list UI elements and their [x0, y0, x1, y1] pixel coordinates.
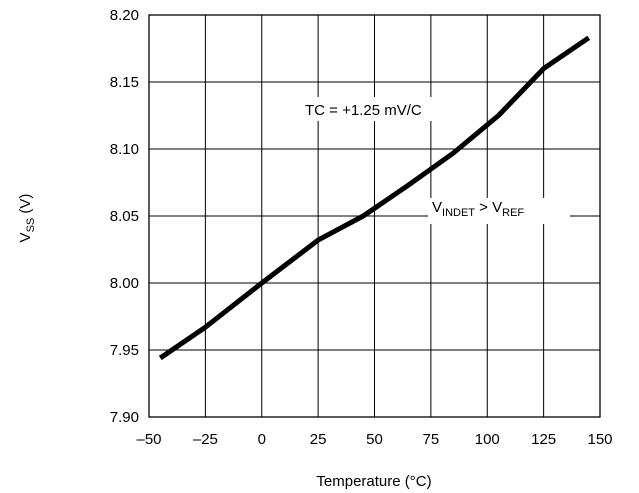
y-tick-label: 8.20 [110, 7, 139, 24]
x-tick-label: 125 [531, 431, 556, 448]
y-label-sub: SS [25, 218, 37, 233]
y-axis-ticks: 7.90 7.95 8.00 8.05 8.10 8.15 8.20 [110, 7, 139, 426]
annotation-tc: TC = +1.25 mV/C [305, 102, 422, 119]
annotation-condition: VINDET > VREF [432, 199, 524, 219]
y-axis-label: VSS (V) [17, 194, 37, 243]
x-tick-label: 0 [258, 431, 266, 448]
series-line [158, 35, 591, 361]
condition-v1: V [432, 199, 442, 216]
y-tick-label: 7.90 [110, 409, 139, 426]
x-tick-label: 150 [587, 431, 612, 448]
x-tick-label: 100 [475, 431, 500, 448]
annotation-background-condition [428, 198, 570, 224]
x-tick-label: 25 [310, 431, 327, 448]
y-tick-label: 8.15 [110, 74, 139, 91]
y-tick-label: 8.10 [110, 141, 139, 158]
series-layer [158, 35, 591, 361]
condition-sub1: INDET [442, 207, 475, 219]
x-axis-ticks: –50 –25 0 25 50 75 100 125 150 [136, 431, 612, 448]
y-tick-label: 8.05 [110, 208, 139, 225]
x-axis-label: Temperature (°C) [316, 473, 431, 490]
x-tick-label: 75 [423, 431, 440, 448]
annotation-background-tc [300, 97, 456, 121]
y-label-rest: (V) [17, 194, 34, 218]
y-label-main: V [17, 232, 34, 242]
condition-sub2: REF [502, 207, 524, 219]
condition-op: > [475, 199, 492, 216]
y-tick-label: 7.95 [110, 342, 139, 359]
x-tick-label: –50 [136, 431, 161, 448]
x-tick-label: 50 [366, 431, 383, 448]
x-tick-label: –25 [193, 431, 218, 448]
plot-frame [148, 14, 601, 418]
condition-v2: V [492, 199, 502, 216]
y-tick-label: 8.00 [110, 275, 139, 292]
